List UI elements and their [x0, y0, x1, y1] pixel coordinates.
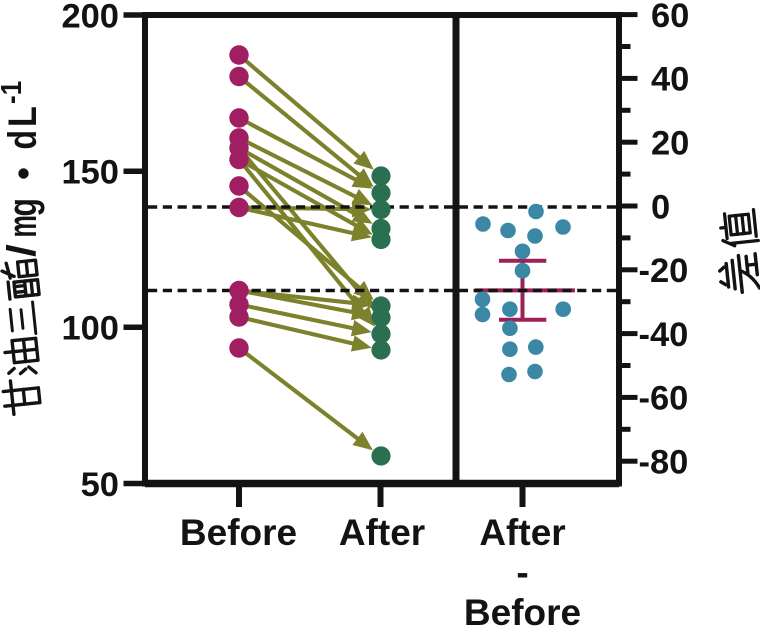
svg-text:/: /	[0, 244, 44, 257]
svg-text:d: d	[0, 130, 45, 150]
svg-text:After: After	[339, 512, 425, 553]
svg-text:-40: -40	[639, 316, 689, 354]
svg-text:60: 60	[651, 0, 689, 35]
svg-text:-1: -1	[0, 81, 27, 104]
svg-text:-20: -20	[639, 252, 689, 290]
svg-text:20: 20	[651, 125, 689, 163]
svg-text:-: -	[516, 552, 528, 593]
svg-text:100: 100	[61, 310, 119, 348]
svg-text:m: m	[1, 215, 45, 237]
svg-text:Before: Before	[464, 592, 581, 632]
svg-text:g: g	[1, 198, 45, 216]
svg-text:0: 0	[651, 188, 670, 226]
svg-text:200: 200	[61, 0, 119, 35]
svg-text:Before: Before	[180, 512, 297, 553]
svg-text:-80: -80	[639, 444, 689, 482]
svg-text:-60: -60	[639, 380, 689, 418]
svg-text:40: 40	[651, 61, 689, 99]
svg-text:After: After	[479, 512, 565, 553]
svg-text:150: 150	[61, 154, 119, 192]
svg-text:50: 50	[81, 466, 119, 504]
svg-text:L: L	[0, 106, 45, 127]
